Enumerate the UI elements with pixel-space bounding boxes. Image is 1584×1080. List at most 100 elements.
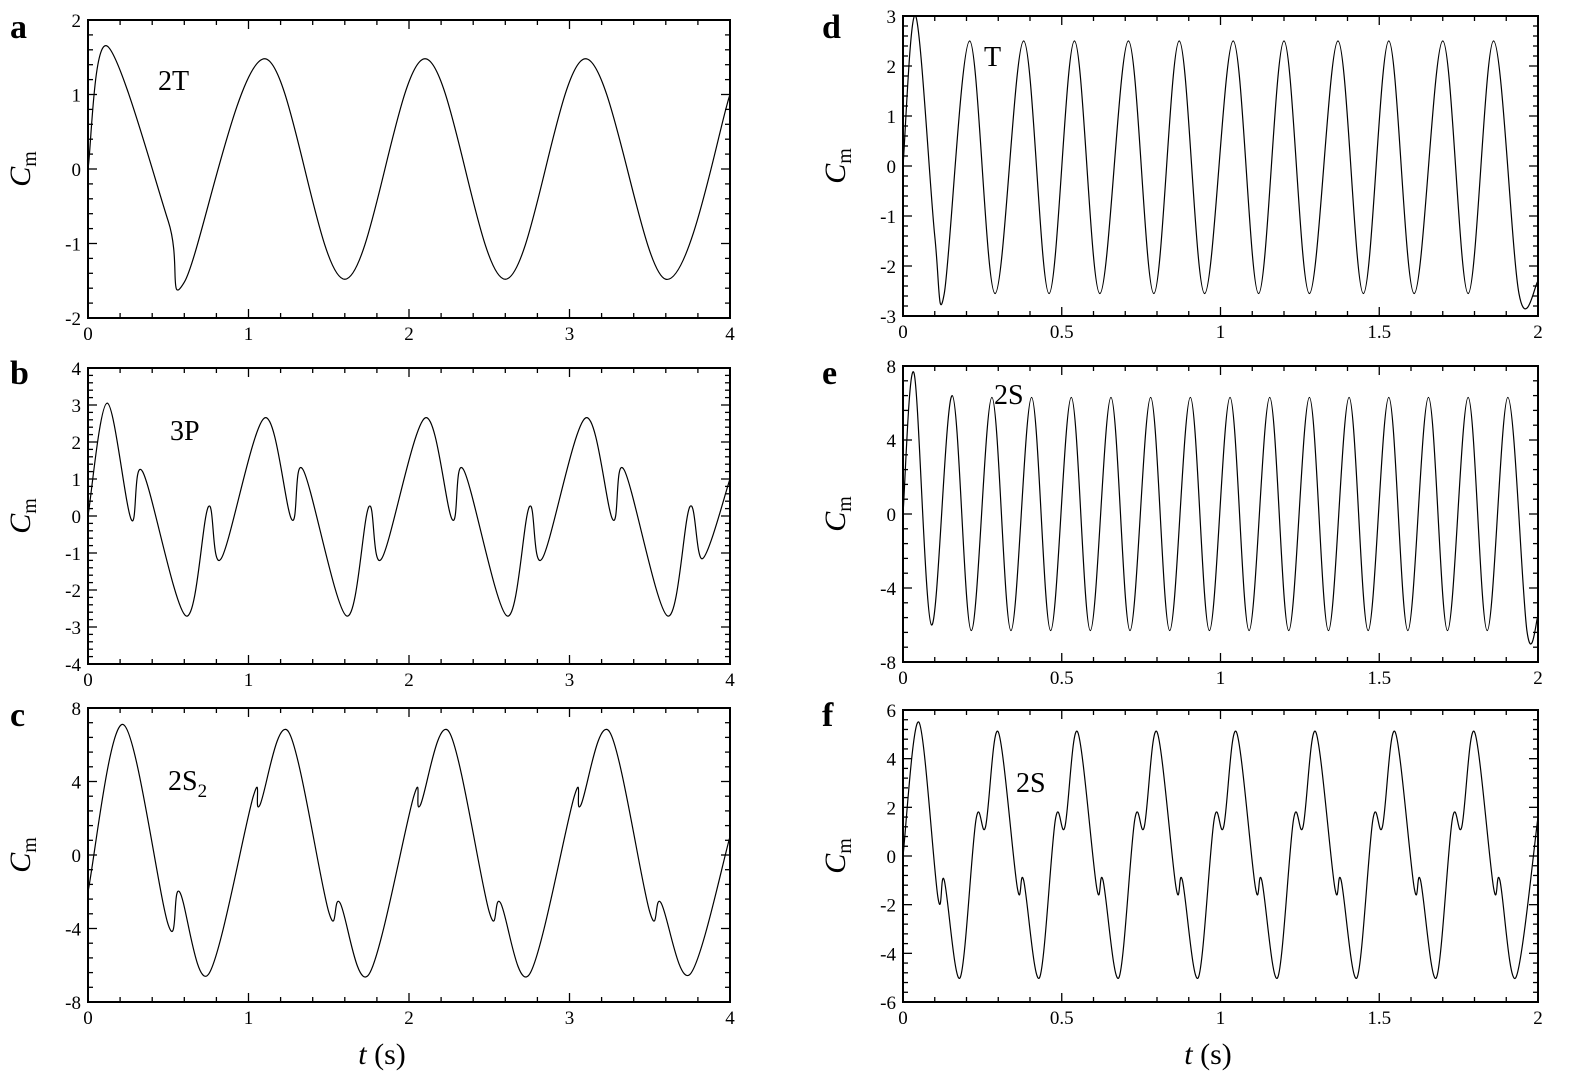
y-axis-label: Cm (4, 837, 41, 873)
plot-frame (87, 707, 731, 1003)
x-tick-label: 0 (83, 670, 93, 691)
x-tick-label: 1 (1216, 322, 1226, 343)
x-tick-label: 0 (898, 1008, 908, 1029)
wake-mode-annotation: 2S (1016, 768, 1046, 799)
y-tick-label: 4 (72, 359, 82, 380)
plot-frame (902, 709, 1539, 1003)
x-tick-label: 3 (565, 1008, 575, 1029)
y-tick-label: -8 (65, 993, 81, 1014)
y-axis-label: Cm (819, 838, 856, 874)
y-tick-label: -1 (65, 235, 81, 256)
x-tick-label: 1.5 (1367, 322, 1391, 343)
y-tick-label: -2 (880, 896, 896, 917)
y-tick-label: -2 (880, 257, 896, 278)
x-tick-label: 1 (244, 1008, 254, 1029)
wake-mode-annotation: 2T (158, 66, 189, 97)
y-axis-label: Cm (819, 496, 856, 532)
x-tick-label: 0.5 (1050, 668, 1074, 689)
x-tick-label: 2 (404, 1008, 414, 1029)
y-tick-label: 8 (72, 699, 82, 720)
wake-mode-annotation: 2S2 (168, 766, 207, 802)
panel-e: 0 0.5 1 1.5 2 -8 -4 0 4 8 Cm e 2S (819, 355, 1543, 689)
wake-mode-annotation: 2S (994, 380, 1024, 411)
y-axis-label: Cm (4, 498, 41, 534)
y-tick-label: -3 (880, 307, 896, 328)
y-tick-label: 2 (887, 57, 897, 78)
y-tick-label: 1 (72, 86, 82, 107)
panel-b: 0 1 2 3 4 -4 -3 -2 -1 0 1 2 3 4 Cm b 3P (4, 355, 735, 691)
y-tick-label: 4 (72, 773, 82, 794)
panel-letter: d (822, 9, 841, 46)
x-tick-label: 2 (404, 670, 414, 691)
wake-mode-annotation: T (984, 42, 1001, 73)
y-tick-label: 0 (72, 507, 82, 528)
x-tick-label: 2 (1533, 1008, 1543, 1029)
y-tick-label: 2 (72, 11, 82, 32)
x-tick-label: 2 (1533, 322, 1543, 343)
y-tick-label: 6 (887, 701, 897, 722)
y-tick-label: 0 (887, 505, 897, 526)
y-tick-label: -1 (65, 544, 81, 565)
x-tick-label: 1 (244, 670, 254, 691)
y-tick-label: -6 (880, 993, 896, 1014)
panel-letter: c (10, 697, 25, 734)
y-tick-label: -4 (65, 920, 81, 941)
x-tick-label: 3 (565, 324, 575, 345)
y-tick-label: -1 (880, 207, 896, 228)
y-tick-label: -2 (65, 581, 81, 602)
x-axis-label-left: t (s) (358, 1038, 406, 1071)
wake-mode-annotation: 3P (170, 416, 200, 447)
y-tick-label: 1 (72, 470, 82, 491)
y-tick-label: 1 (887, 107, 897, 128)
x-tick-label: 1 (244, 324, 254, 345)
x-tick-label: 1 (1216, 1008, 1226, 1029)
y-tick-label: 0 (887, 847, 897, 868)
panel-letter: e (822, 355, 837, 392)
y-tick-label: -4 (65, 655, 81, 676)
panel-letter: b (10, 355, 29, 392)
panel-d: 0 0.5 1 1.5 2 -3 -2 -1 0 1 2 3 Cm d T (819, 7, 1543, 343)
y-tick-label: -8 (880, 653, 896, 674)
y-tick-label: 3 (887, 7, 897, 28)
y-tick-label: -4 (880, 579, 896, 600)
x-tick-label: 0 (898, 322, 908, 343)
panel-letter: f (822, 697, 834, 734)
y-tick-label: 3 (72, 396, 82, 417)
x-tick-label: 0 (83, 324, 93, 345)
x-tick-label: 1 (1216, 668, 1226, 689)
x-tick-label: 3 (565, 670, 575, 691)
y-tick-label: 0 (72, 160, 82, 181)
y-tick-label: -3 (65, 618, 81, 639)
plot-frame (87, 19, 731, 319)
ticks (87, 19, 731, 319)
x-tick-label: 2 (1533, 668, 1543, 689)
y-tick-label: 4 (887, 431, 897, 452)
x-tick-label: 1.5 (1367, 668, 1391, 689)
y-axis-label: Cm (819, 148, 856, 184)
y-tick-label: 0 (72, 846, 82, 867)
y-tick-label: 0 (887, 157, 897, 178)
y-tick-label: 4 (887, 750, 897, 771)
x-tick-label: 0 (898, 668, 908, 689)
panel-a: 0 1 2 3 4 -2 -1 0 1 2 Cm a 2T (4, 9, 735, 345)
x-tick-label: 4 (725, 1008, 735, 1029)
y-tick-label: -2 (65, 309, 81, 330)
series-line (88, 402, 730, 617)
panel-f: 0 0.5 1 1.5 2 -6 -4 -2 0 2 4 6 Cm f 2S (819, 697, 1543, 1029)
x-tick-label: 1.5 (1367, 1008, 1391, 1029)
y-tick-label: 2 (887, 798, 897, 819)
x-tick-label: 0.5 (1050, 1008, 1074, 1029)
plot-frame (87, 367, 731, 665)
x-tick-label: 0 (83, 1008, 93, 1029)
y-tick-label: -4 (880, 944, 896, 965)
panel-letter: a (10, 9, 27, 46)
series-line (903, 721, 1538, 979)
x-tick-label: 2 (404, 324, 414, 345)
y-tick-label: 2 (72, 433, 82, 454)
ticks (902, 365, 1539, 663)
x-tick-label: 4 (725, 324, 735, 345)
series-line (903, 371, 1538, 645)
series-line (88, 45, 730, 291)
y-axis-label: Cm (4, 151, 41, 187)
